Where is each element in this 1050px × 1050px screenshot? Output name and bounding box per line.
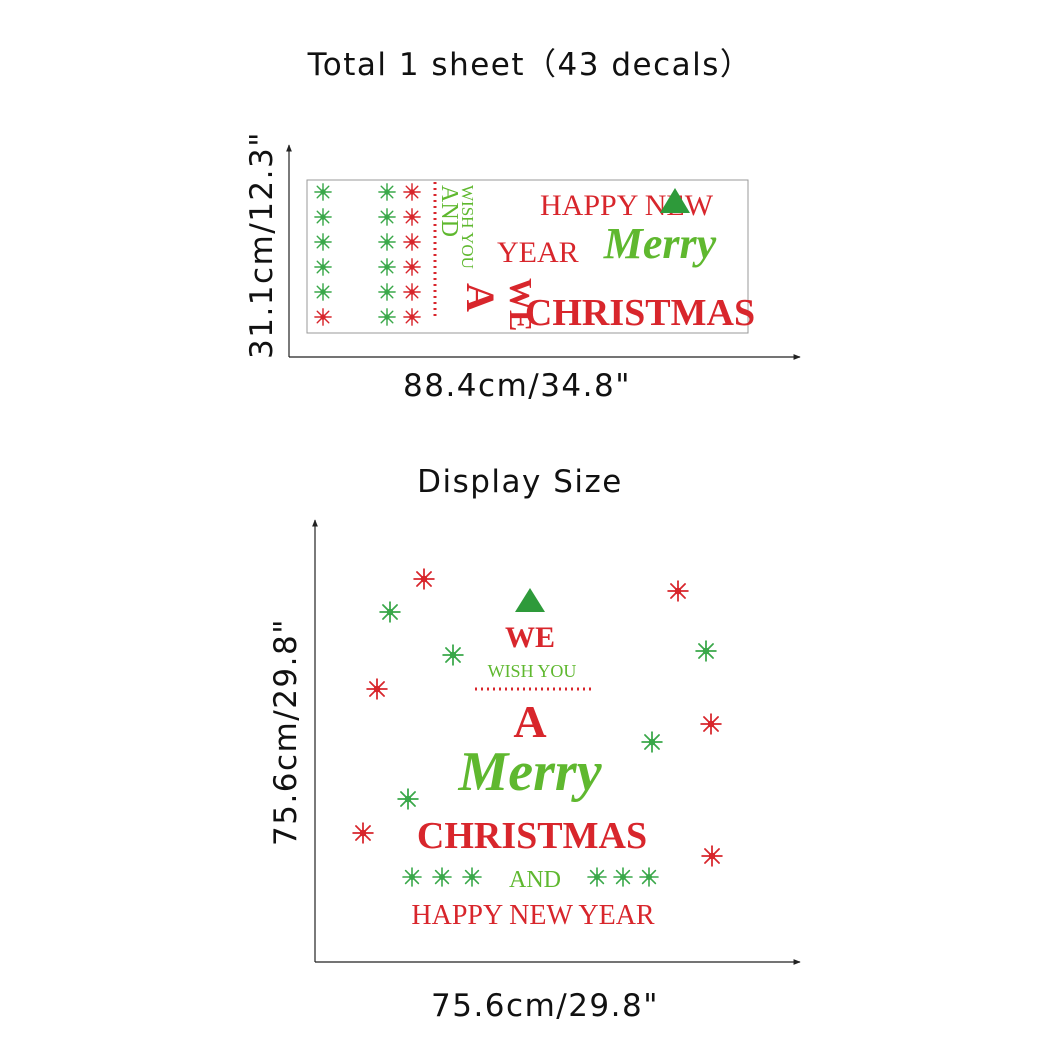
decal-text: WE — [503, 278, 539, 331]
snowflake — [403, 233, 421, 251]
snowflake — [378, 233, 396, 251]
snowflake — [403, 258, 421, 276]
snowflake — [378, 283, 396, 301]
decal-text: CHRISTMAS — [417, 815, 647, 857]
decal-text: A — [513, 696, 546, 747]
snowflake — [378, 183, 396, 201]
snowflake — [352, 822, 374, 844]
display-height-label: 75.6cm/29.8" — [268, 618, 304, 846]
snowflake — [402, 867, 422, 887]
snowflake — [378, 258, 396, 276]
decal-text: AND — [436, 185, 462, 237]
decal-text: Merry — [603, 219, 717, 268]
snowflake — [432, 867, 452, 887]
snowflake — [314, 283, 332, 301]
display-title: Display Size — [417, 464, 623, 500]
snowflake — [667, 580, 689, 602]
snowflake — [587, 867, 607, 887]
sheet-width-label: 88.4cm/34.8" — [403, 368, 631, 404]
sheet-height-label: 31.1cm/12.3" — [244, 131, 280, 359]
snowflake — [413, 568, 435, 590]
snowflake — [314, 233, 332, 251]
snowflake — [366, 678, 388, 700]
snowflake — [378, 308, 396, 326]
snowflake — [403, 183, 421, 201]
snowflake — [403, 208, 421, 226]
decal-text: HAPPY NEW YEAR — [411, 900, 655, 931]
snowflake — [314, 258, 332, 276]
snowflake — [403, 283, 421, 301]
snowflake — [695, 640, 717, 662]
snowflake — [700, 713, 722, 735]
snowflake — [641, 731, 663, 753]
decal-text: CHRISTMAS — [525, 292, 755, 334]
decal-text: Merry — [457, 741, 602, 803]
tree — [515, 588, 545, 612]
snowflake — [442, 644, 464, 666]
snowflake — [314, 208, 332, 226]
snowflake — [462, 867, 482, 887]
decal-text: YEAR — [497, 236, 579, 269]
snowflake — [403, 308, 421, 326]
snowflake — [397, 788, 419, 810]
snowflake — [613, 867, 633, 887]
decal-text: WE — [505, 621, 555, 654]
title: Total 1 sheet（43 decals） — [307, 47, 753, 83]
snowflake — [378, 208, 396, 226]
decal-text: A — [458, 283, 503, 312]
decal-text: WISH YOU — [488, 661, 577, 681]
snowflake — [314, 183, 332, 201]
decal-text: WISH YOU — [458, 185, 477, 269]
display-width-label: 75.6cm/29.8" — [431, 988, 659, 1024]
decal-text: AND — [509, 867, 561, 893]
decal-text: HAPPY NEW — [540, 189, 714, 222]
snowflake — [701, 845, 723, 867]
tree — [660, 188, 690, 213]
snowflake — [379, 601, 401, 623]
snowflake — [639, 867, 659, 887]
snowflake — [314, 308, 332, 326]
